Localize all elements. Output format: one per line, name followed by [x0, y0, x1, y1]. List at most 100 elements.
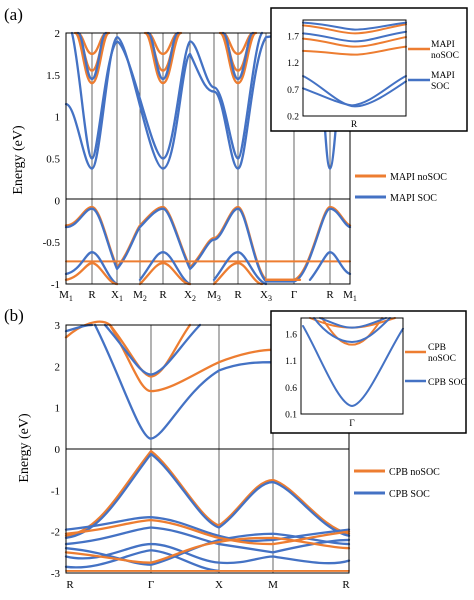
- b-xtick-1: Γ: [148, 579, 154, 591]
- inset-a-xlabel: R: [351, 120, 358, 130]
- inset-b-soc-1: [313, 317, 391, 343]
- inset-b-legend-nosoc-l1: CPB: [428, 343, 446, 353]
- inset-a-box: [270, 7, 468, 132]
- inset-a-ytick-1: 1.2: [287, 59, 299, 69]
- b-band-nosoc-cb2: [108, 323, 192, 378]
- inset-b-axes: [300, 317, 404, 415]
- inset-b-ytick-2: 0.6: [285, 384, 297, 394]
- a-ytick-5: -0.5: [43, 237, 61, 249]
- a-xtick-8: X3: [260, 289, 272, 303]
- b-band-soc-vb3: [64, 526, 351, 554]
- a-xtick-6: M3: [207, 289, 221, 303]
- inset-b-ytick-1: 1.1: [285, 357, 297, 367]
- panel-a-legend: MAPI noSOC MAPI SOC: [355, 172, 447, 204]
- a-xtick-2: X1: [111, 289, 123, 303]
- a-band-soc-vb1: [64, 207, 352, 283]
- inset-a-soc-4: [302, 21, 407, 31]
- panel-a-ylabel: Energy (eV): [11, 125, 26, 195]
- a-ytick-0: 2: [55, 28, 61, 40]
- a-ytick-3: 0.5: [46, 154, 60, 166]
- a-band-nosoc-cb1-1: [143, 31, 183, 85]
- a-ytick-2: 1: [55, 112, 61, 124]
- b-ytick-1: 2: [55, 361, 61, 373]
- b-xtick-2: X: [215, 579, 223, 591]
- b-xtick-4: R: [342, 579, 350, 591]
- b-band-soc-cb2: [103, 323, 202, 376]
- a-xtick-5: X2: [184, 289, 196, 303]
- a-band-nosoc-vb2: [64, 261, 302, 286]
- inset-b-ytick-3: 0.1: [285, 411, 297, 421]
- inset-b-soc-2: [319, 317, 387, 329]
- legend-b-nosoc-label: CPB noSOC: [389, 467, 440, 478]
- inset-b-legend-nosoc-l2: noSOC: [428, 354, 456, 364]
- a-band-nosoc-cb1-2: [218, 31, 258, 85]
- b-ytick-5: -2: [51, 527, 60, 539]
- a-band-soc-cb2: [70, 31, 264, 160]
- a-band-soc-cb1: [64, 31, 346, 170]
- a-ytick-6: -1: [51, 279, 60, 291]
- inset-a-nosoc-3: [302, 23, 407, 35]
- inset-a-legend-nosoc-l1: MAPI: [431, 40, 455, 50]
- b-xtick-3: M: [268, 579, 278, 591]
- a-ytick-4: 0: [55, 195, 61, 207]
- panel-b: (b) Energy (eV) 3 2 1 0 -1 -2 -3 R Γ X M R CPB noS…: [4, 306, 467, 591]
- panel-b-label: (b): [4, 306, 24, 325]
- a-band-nosoc-cb1-0: [73, 31, 111, 85]
- inset-b-ytick-0: 1.6: [285, 331, 297, 341]
- inset-a-soc-1: [302, 75, 407, 108]
- panel-a-inset: 1.7 1.2 0.7 0.2 R MAPI noSOC MAPI SOC: [270, 7, 468, 132]
- a-band-soc-cb3-2: [221, 31, 255, 81]
- panel-a: (a) Energy (eV) 2 1.5 1 0.5 0 -0.5 -1 M1 R X1 M2 R…: [4, 5, 468, 303]
- inset-a-axes: [302, 19, 407, 117]
- panel-b-y-ticks: 3 2 1 0 -1 -2 -3: [51, 320, 61, 580]
- inset-a-legend-soc-l1: MAPI: [431, 71, 455, 81]
- b-ytick-2: 1: [55, 403, 61, 415]
- a-xtick-3: M2: [133, 289, 147, 303]
- inset-a-nosoc-1: [302, 45, 407, 56]
- inset-a-y-ticks: 1.7 1.2 0.7 0.2: [287, 33, 299, 123]
- b-band-soc-vb1: [64, 452, 351, 540]
- inset-a-soc-3: [302, 30, 407, 43]
- a-ytick-1: 1.5: [46, 70, 60, 82]
- panel-a-x-ticks: M1 R X1 M2 R X2 M3 R X3 Γ R M1: [59, 289, 357, 303]
- inset-a-ytick-3: 0.2: [287, 113, 299, 123]
- panel-b-inset: 1.6 1.1 0.6 0.1 Γ CPB noSOC CPB SOC: [270, 310, 467, 434]
- inset-a-bands: [302, 21, 407, 108]
- inset-b-xlabel: Γ: [349, 419, 355, 429]
- inset-b-box: [270, 310, 467, 434]
- panel-b-legend: CPB noSOC CPB SOC: [354, 467, 440, 500]
- inset-b-y-ticks: 1.6 1.1 0.6 0.1: [285, 331, 297, 421]
- inset-a-legend-nosoc-l2: noSOC: [431, 51, 459, 61]
- b-band-nosoc-vb1: [64, 449, 351, 537]
- inset-a-ytick-2: 0.7: [287, 86, 299, 96]
- inset-b-soc-3: [302, 325, 404, 407]
- a-xtick-9: Γ: [291, 289, 297, 301]
- inset-a-legend-soc-l2: SOC: [431, 82, 449, 92]
- b-ytick-3: 0: [55, 444, 61, 456]
- a-xtick-7: R: [234, 289, 242, 301]
- a-band-soc-cb3-1: [146, 31, 180, 81]
- a-band-soc-cb3-0: [76, 31, 108, 81]
- a-xtick-10: R: [326, 289, 334, 301]
- panel-a-bands: [64, 31, 352, 286]
- b-ytick-6: -3: [51, 568, 61, 580]
- a-xtick-11: M1: [343, 289, 357, 303]
- b-band-soc-vb5: [64, 542, 351, 565]
- b-ytick-4: -1: [51, 485, 60, 497]
- panel-a-label: (a): [4, 5, 23, 24]
- panel-a-y-ticks: 2 1.5 1 0.5 0 -0.5 -1: [43, 28, 61, 291]
- b-xtick-0: R: [66, 579, 74, 591]
- panel-b-ylabel: Energy (eV): [17, 413, 32, 483]
- legend-a-soc-label: MAPI SOC: [390, 193, 437, 204]
- inset-a-ytick-0: 1.7: [287, 33, 299, 43]
- inset-b-legend-soc-label: CPB SOC: [428, 378, 467, 388]
- legend-b-soc-label: CPB SOC: [389, 489, 430, 500]
- a-xtick-0: M1: [59, 289, 73, 303]
- inset-a-soc-2: [302, 75, 407, 107]
- inset-b-bands: [302, 317, 404, 407]
- b-band-nosoc-vb3: [64, 536, 351, 564]
- legend-a-nosoc-label: MAPI noSOC: [390, 172, 447, 183]
- inset-a-nosoc-2: [302, 36, 407, 48]
- b-band-soc-vb6: [64, 549, 221, 573]
